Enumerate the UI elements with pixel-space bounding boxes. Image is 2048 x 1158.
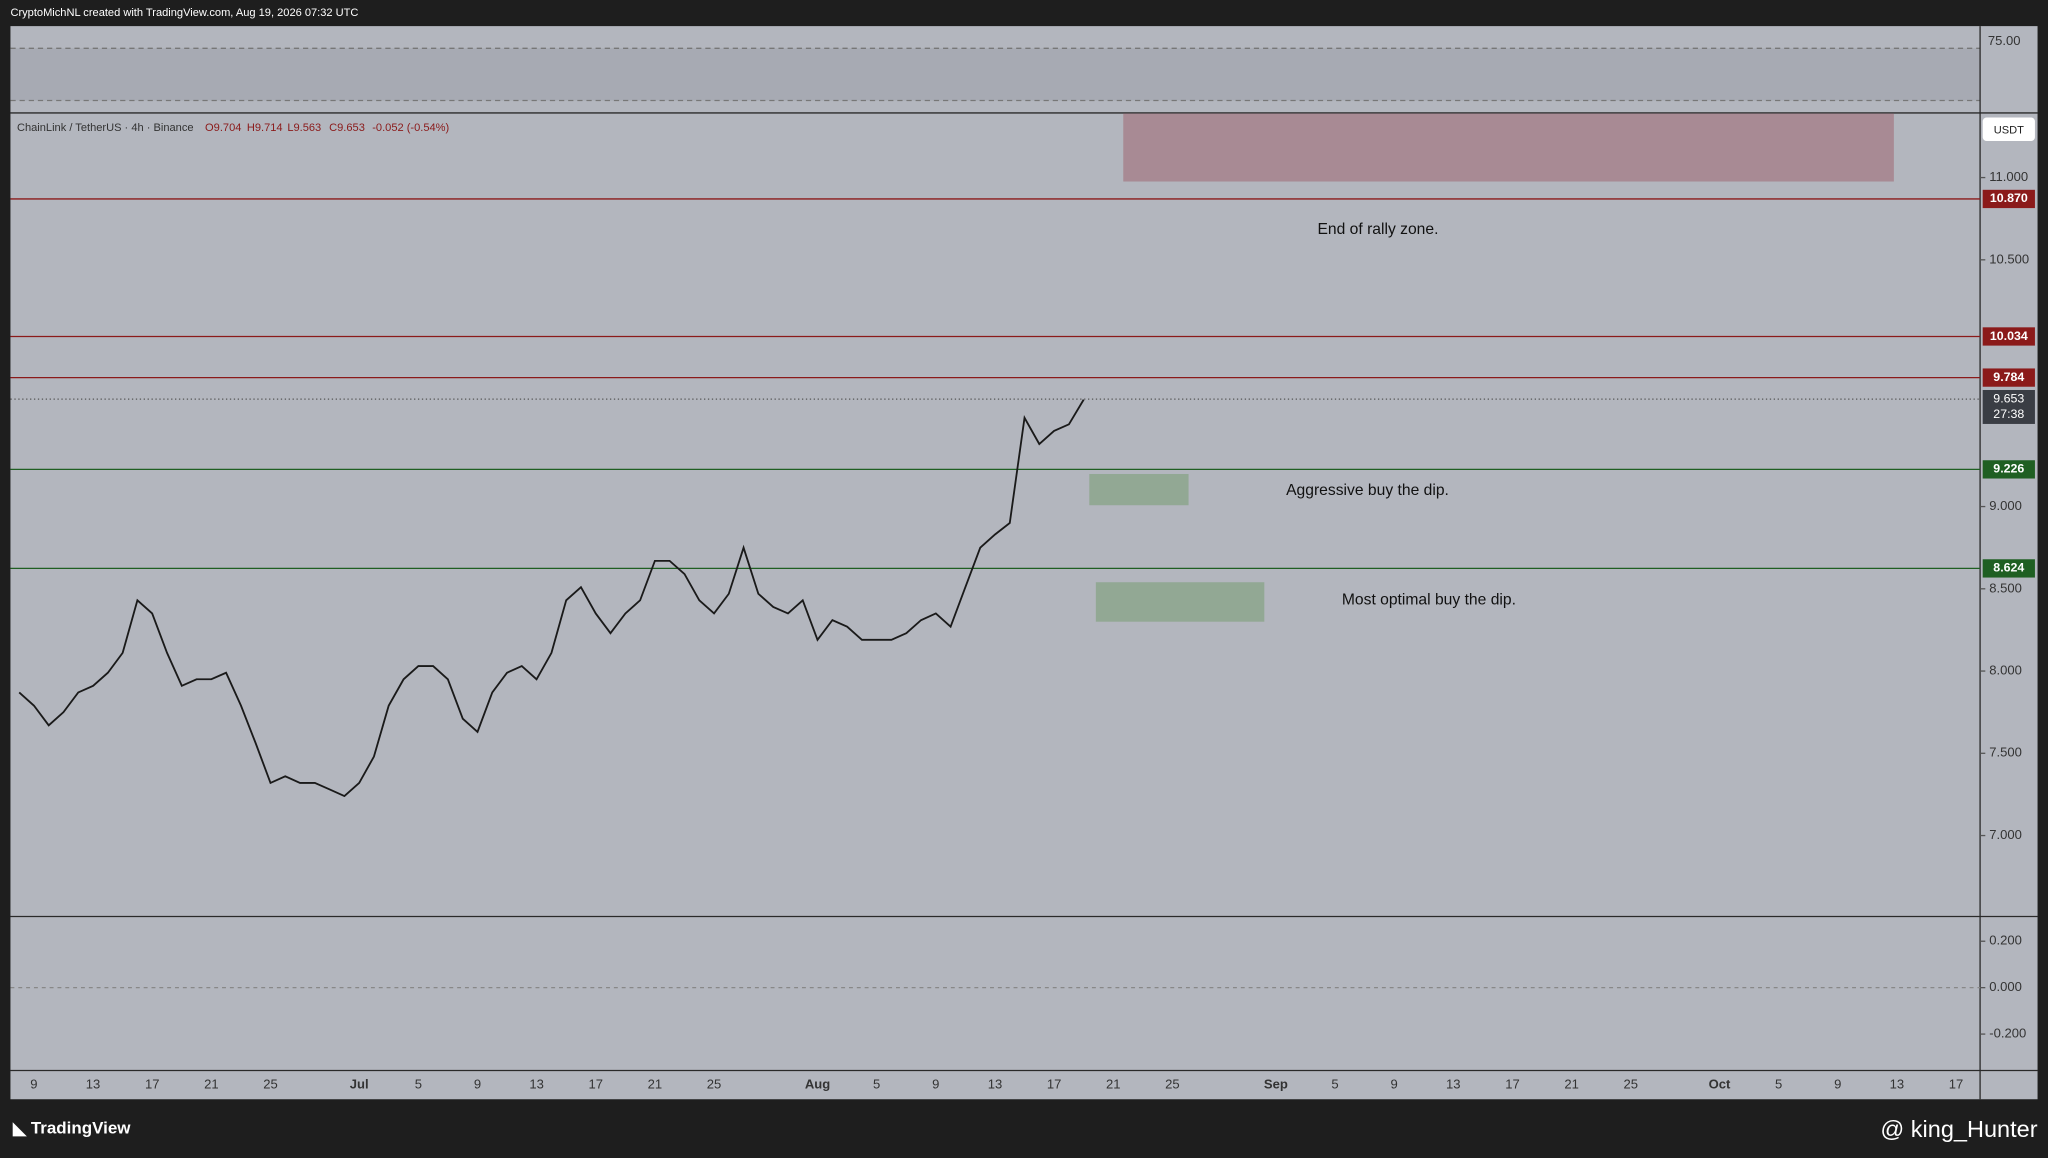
- x-tick-label: 21: [648, 1076, 663, 1091]
- x-tick-label: 17: [1505, 1076, 1520, 1091]
- x-tick-label: 25: [1165, 1076, 1180, 1091]
- x-tick-label: 5: [873, 1076, 880, 1091]
- ohlc-close: C9.653: [329, 122, 365, 134]
- level-tag: [1982, 559, 2035, 578]
- level-label: 10.034: [1990, 329, 2028, 343]
- price-line: [18, 399, 1085, 798]
- ohlc-high: H9.714: [247, 122, 283, 134]
- y-tick-label: 8.500: [1989, 580, 2022, 595]
- currency-label[interactable]: USDT: [1994, 124, 2024, 136]
- x-tick-label: 5: [1331, 1076, 1338, 1091]
- x-tick-label: Aug: [805, 1076, 830, 1091]
- macd-tick-label: -0.200: [1989, 1026, 2026, 1041]
- x-tick-label: 9: [1834, 1076, 1841, 1091]
- level-label: 9.226: [1993, 462, 2024, 476]
- ohlc: O9.704 H9.714 L9.563 C9.653 -0.052 (-0.5…: [205, 122, 449, 134]
- level-tag: [1982, 460, 2035, 479]
- x-tick-label: 13: [1446, 1076, 1461, 1091]
- level-label: 10.870: [1990, 191, 2028, 205]
- zone: [1095, 582, 1265, 622]
- x-tick-label: 25: [263, 1076, 278, 1091]
- level-tag: [1982, 327, 2035, 346]
- x-tick-label: 9: [932, 1076, 939, 1091]
- y-tick-label: 10.500: [1989, 251, 2029, 266]
- y-tick-label: 11.000: [1989, 169, 2028, 184]
- x-tick-label: 21: [1564, 1076, 1579, 1091]
- x-tick-label: 25: [1623, 1076, 1638, 1091]
- level-label: 8.624: [1993, 561, 2024, 575]
- annotation: Aggressive buy the dip.: [1286, 482, 1449, 499]
- rsi-band: [10, 48, 1981, 101]
- x-tick-label: 13: [988, 1076, 1003, 1091]
- chart-area: [10, 26, 2038, 1100]
- y-tick-label: 8.000: [1989, 663, 2022, 678]
- x-tick-label: Sep: [1264, 1076, 1288, 1091]
- macd-tick-label: 0.200: [1989, 933, 2022, 948]
- y-tick-label: 7.000: [1989, 827, 2022, 842]
- x-tick-label: 13: [529, 1076, 544, 1091]
- brand: ◣ TradingView: [12, 1119, 131, 1138]
- x-tick-label: 17: [1949, 1076, 1964, 1091]
- x-tick-label: 21: [204, 1076, 219, 1091]
- annotation: Most optimal buy the dip.: [1342, 592, 1516, 609]
- rsi-tick-label: 75.00: [1988, 33, 2021, 48]
- ohlc-open: O9.704: [205, 122, 241, 134]
- symbol-title: ChainLink / TetherUS · 4h · Binance: [17, 122, 194, 134]
- y-tick-label: 7.500: [1989, 745, 2022, 760]
- x-tick-label: 17: [145, 1076, 160, 1091]
- x-tick-label: 5: [415, 1076, 422, 1091]
- x-tick-label: 21: [1106, 1076, 1121, 1091]
- ohlc-low: L9.563: [287, 122, 321, 134]
- x-tick-label: 5: [1775, 1076, 1782, 1091]
- macd-tick-label: 0.000: [1989, 979, 2022, 994]
- countdown: 27:38: [1993, 407, 2024, 421]
- zone: [1123, 113, 1894, 182]
- last-price-label: 9.653: [1993, 391, 2024, 405]
- header: CryptoMichNL created with TradingView.co…: [10, 7, 358, 19]
- x-tick-label: 9: [30, 1076, 37, 1091]
- x-tick-label: 17: [1047, 1076, 1062, 1091]
- annotation: End of rally zone.: [1317, 221, 1438, 238]
- x-tick-label: 17: [589, 1076, 604, 1091]
- x-tick-label: Oct: [1709, 1076, 1731, 1091]
- credit: @ king_Hunter: [1880, 1116, 2037, 1142]
- x-tick-label: 9: [474, 1076, 481, 1091]
- x-tick-label: 9: [1391, 1076, 1398, 1091]
- last-price-tag: [1982, 390, 2035, 424]
- x-tick-label: 25: [707, 1076, 722, 1091]
- level-label: 9.784: [1993, 370, 2024, 384]
- level-tag: [1982, 368, 2035, 387]
- x-tick-label: Jul: [350, 1076, 369, 1091]
- y-tick-label: 9.000: [1989, 498, 2022, 513]
- level-tag: [1982, 189, 2035, 209]
- zone: [1089, 473, 1189, 506]
- brand-name: TradingView: [31, 1119, 131, 1138]
- currency-button[interactable]: [1982, 117, 2035, 141]
- ohlc-change: -0.052 (-0.54%): [372, 122, 449, 134]
- x-tick-label: 13: [1890, 1076, 1905, 1091]
- chart-content: 7.000 7.500 8.000 8.500 9.000 10.500 11.000 10.…: [10, 113, 2035, 1091]
- x-tick-label: 13: [86, 1076, 101, 1091]
